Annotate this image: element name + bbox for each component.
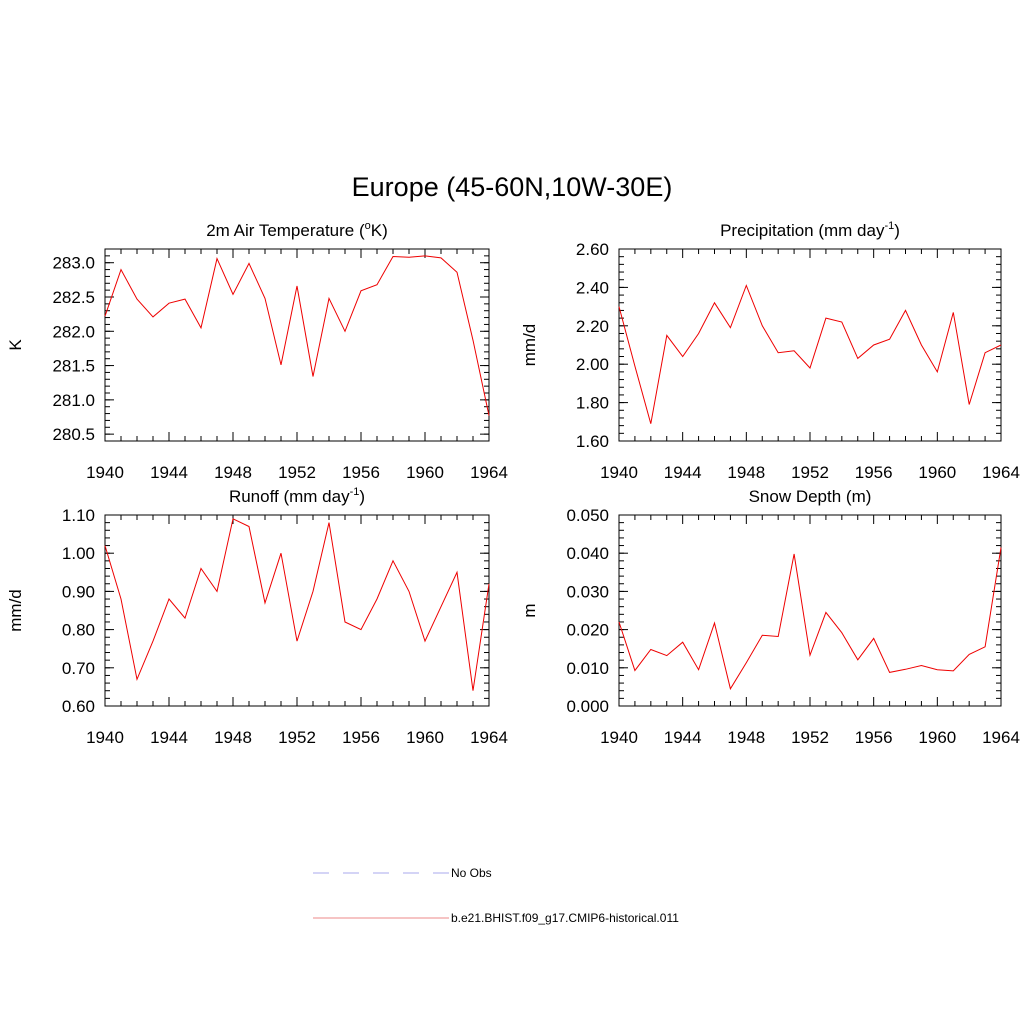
y-tick-label: 1.60 <box>576 432 609 451</box>
x-tick-label: 1948 <box>214 463 252 482</box>
y-tick-label: 2.60 <box>576 240 609 259</box>
x-tick-label: 1944 <box>664 463 702 482</box>
x-tick-label: 1952 <box>791 728 829 747</box>
y-tick-label: 0.050 <box>566 506 609 525</box>
y-tick-label: 282.5 <box>52 288 95 307</box>
y-tick-label: 0.040 <box>566 544 609 563</box>
y-tick-label: 1.10 <box>62 506 95 525</box>
y-tick-label: 0.010 <box>566 659 609 678</box>
x-tick-label: 1960 <box>406 728 444 747</box>
x-tick-label: 1964 <box>470 728 508 747</box>
title-suffix: ) <box>359 487 365 506</box>
title-suffix: ) <box>894 221 900 240</box>
y-tick-label: 281.0 <box>52 391 95 410</box>
x-tick-label: 1944 <box>664 728 702 747</box>
x-tick-label: 1948 <box>727 728 765 747</box>
panels: 280.5 281.0 281.5 282.0 282.5 283.0 1940 1944 19… <box>6 220 1020 747</box>
y-axis-label: mm/d <box>520 324 539 367</box>
plot-frame <box>104 514 490 707</box>
plot-frame <box>618 248 1002 442</box>
x-tick-label: 1952 <box>791 463 829 482</box>
series-line <box>104 518 490 691</box>
x-tick-label: 1964 <box>982 463 1020 482</box>
plot-frame <box>104 248 490 442</box>
y-tick-label: 0.80 <box>62 621 95 640</box>
panel-precipitation: 1.60 1.80 2.00 2.20 2.40 2.60 1940 1944 1948 1952… <box>520 220 1020 482</box>
y-tick-label: 0.60 <box>62 697 95 716</box>
panel-runoff: 0.60 0.70 0.80 0.90 1.00 1.10 1940 1944 1948 1952… <box>6 486 508 747</box>
y-tick-label: 281.5 <box>52 357 95 376</box>
y-tick-label: 283.0 <box>52 254 95 273</box>
x-tick-label: 1956 <box>342 728 380 747</box>
x-tick-label: 1944 <box>150 728 188 747</box>
main-title: Europe (45-60N,10W-30E) <box>352 172 673 202</box>
series-line <box>618 284 1002 424</box>
x-tick-label: 1964 <box>470 463 508 482</box>
y-tick-label: 0.020 <box>566 621 609 640</box>
panel-snow-depth: 0.000 0.010 0.020 0.030 0.040 0.050 1940 1944 19… <box>520 487 1020 747</box>
plot-frame <box>618 514 1002 707</box>
x-tick-label: 1952 <box>278 728 316 747</box>
x-tick-label: 1940 <box>600 463 638 482</box>
exponent-superscript: -1 <box>350 486 360 498</box>
x-tick-label: 1940 <box>600 728 638 747</box>
y-tick-label: 282.0 <box>52 322 95 341</box>
panel-title: Snow Depth (m) <box>749 487 872 506</box>
panel-title: Runoff (mm day-1) <box>229 486 365 506</box>
x-tick-label: 1964 <box>982 728 1020 747</box>
exponent-superscript: -1 <box>884 220 894 232</box>
y-tick-label: 0.70 <box>62 659 95 678</box>
x-tick-label: 1960 <box>918 728 956 747</box>
degree-superscript: o <box>365 220 371 232</box>
x-tick-label: 1956 <box>855 728 893 747</box>
y-tick-label: 280.5 <box>52 425 95 444</box>
y-tick-label: 0.90 <box>62 582 95 601</box>
x-tick-label: 1960 <box>406 463 444 482</box>
x-tick-label: 1940 <box>86 463 124 482</box>
y-axis-label: K <box>6 339 25 351</box>
y-tick-label: 2.00 <box>576 355 609 374</box>
y-axis-label: m <box>520 603 539 617</box>
series-line <box>104 255 490 416</box>
x-tick-label: 1956 <box>855 463 893 482</box>
x-tick-label: 1940 <box>86 728 124 747</box>
y-tick-label: 0.030 <box>566 582 609 601</box>
x-tick-label: 1944 <box>150 463 188 482</box>
panel-temperature: 280.5 281.0 281.5 282.0 282.5 283.0 1940 1944 19… <box>6 220 508 482</box>
x-tick-label: 1956 <box>342 463 380 482</box>
y-tick-label: 2.40 <box>576 278 609 297</box>
y-axis-label: mm/d <box>6 589 25 632</box>
panel-title: Precipitation (mm day-1) <box>720 220 900 240</box>
legend: No Obs b.e21.BHIST.f09_g17.CMIP6-historic… <box>313 866 679 925</box>
legend-label-1: No Obs <box>451 866 492 880</box>
series-line <box>618 547 1002 691</box>
y-tick-label: 0.000 <box>566 697 609 716</box>
x-tick-label: 1952 <box>278 463 316 482</box>
x-tick-label: 1960 <box>918 463 956 482</box>
x-tick-label: 1948 <box>727 463 765 482</box>
legend-label-2: b.e21.BHIST.f09_g17.CMIP6-historical.011 <box>451 911 679 925</box>
panel-title: 2m Air Temperature (oK) <box>206 220 388 240</box>
unit: K) <box>371 221 388 240</box>
y-tick-label: 1.00 <box>62 544 95 563</box>
x-tick-label: 1948 <box>214 728 252 747</box>
y-tick-label: 2.20 <box>576 317 609 336</box>
y-tick-label: 1.80 <box>576 394 609 413</box>
